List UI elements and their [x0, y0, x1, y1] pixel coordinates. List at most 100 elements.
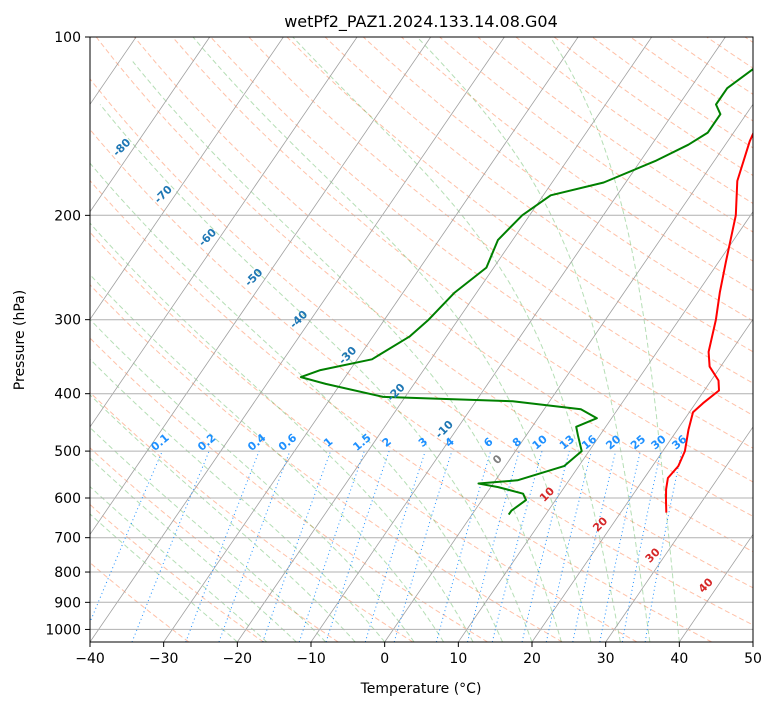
moist-adiabat-line: [416, 37, 651, 642]
isotherm-line: [752, 641, 753, 642]
isotherm-label: -50: [242, 266, 265, 289]
plot-area: [0, 37, 753, 642]
x-tick-label: −20: [223, 651, 253, 667]
axes: −40 −30 −20 −10 0 10 20 30 40 5010020030040050060…: [45, 30, 762, 667]
isotherm-label: 0: [490, 452, 505, 467]
moist-adiabat-line: [90, 273, 445, 642]
y-tick-label: 700: [54, 531, 81, 547]
dry-adiabat-line: [90, 562, 190, 642]
mixing-ratio-line: [491, 450, 543, 642]
mixing-ratio-label: 10: [530, 432, 550, 452]
isotherm-line: [90, 37, 211, 213]
dry-adiabat-line: [668, 37, 753, 95]
chart-title: wetPf2_PAZ1.2024.133.14.08.G04: [284, 12, 558, 32]
mixing-ratio-label: 0.6: [276, 431, 300, 454]
x-tick-label: −30: [149, 651, 179, 667]
mixing-ratio-label: 25: [628, 433, 648, 453]
mixing-ratio-line: [467, 450, 520, 642]
moist-adiabat-line: [90, 485, 268, 642]
x-tick-label: 0: [380, 651, 389, 667]
moist-adiabat-line: [292, 37, 621, 642]
mixing-ratio-label: 2: [380, 435, 394, 450]
line-labels: -100-90-80-70-60-50-40-30-20-10010203040…: [69, 88, 716, 596]
moist-adiabat-line: [90, 318, 415, 642]
isotherm-line: [678, 533, 753, 642]
mixing-ratio-line: [325, 450, 390, 642]
isotherm-line: [236, 37, 653, 642]
isotherm-line: [90, 37, 432, 536]
mixing-ratio-label: 8: [510, 435, 524, 450]
dry-adiabat-line: [90, 179, 712, 642]
mixing-ratio-line: [599, 450, 641, 642]
x-tick-label: 20: [523, 651, 541, 667]
mixing-ratio-line: [218, 450, 291, 642]
mixing-ratio-label: 1: [321, 435, 335, 450]
y-tick-label: 100: [54, 30, 81, 46]
isotherm-label: -60: [196, 226, 219, 249]
isotherm-line: [90, 37, 505, 642]
moist-adiabat-line: [90, 358, 386, 642]
mixing-ratio-line: [521, 450, 570, 642]
dry-adiabat-line: [439, 37, 753, 262]
dry-adiabat-line: [90, 231, 638, 642]
x-axis-title: Temperature (°C): [360, 681, 482, 697]
y-tick-label: 900: [54, 595, 81, 611]
mixing-ratio-label: 0.2: [195, 431, 218, 453]
y-tick-label: 500: [54, 444, 81, 460]
mixing-ratio-line: [545, 450, 592, 642]
isotherm-line: [605, 426, 753, 642]
y-axis-title: Pressure (hPa): [12, 290, 28, 390]
y-tick-label: 600: [54, 491, 81, 507]
dry-adiabat-line: [133, 37, 753, 517]
mixing-ratio-line: [262, 450, 332, 642]
mixing-ratio-line: [572, 450, 617, 642]
moist-adiabat-line: [99, 104, 533, 642]
dry-adiabat-line: [95, 37, 753, 553]
x-tick-label: −40: [75, 651, 105, 667]
moist-adiabat-line: [90, 457, 297, 642]
dry-adiabat-line: [477, 37, 753, 233]
dry-adiabat-line: [744, 37, 753, 43]
dry-adiabat-line: [591, 37, 753, 149]
mixing-ratio-label: 3: [416, 435, 430, 450]
plot-frame: [89, 36, 754, 643]
x-tick-label: −10: [296, 651, 326, 667]
isotherm-label: -90: [69, 88, 92, 111]
dry-adiabat-line: [90, 391, 414, 642]
moist-adiabat-line: [90, 394, 356, 642]
dry-adiabat-line: [90, 78, 753, 589]
isotherm-line: [457, 211, 753, 642]
isotherm-line: [90, 37, 358, 428]
x-tick-label: 10: [449, 651, 467, 667]
mixing-ratio-line: [90, 450, 163, 624]
mixing-ratio-line: [621, 450, 662, 642]
mixing-ratio-line: [364, 450, 426, 642]
moist-adiabat-line: [90, 426, 327, 642]
x-tick-label: 30: [597, 651, 615, 667]
mixing-ratio-line: [393, 450, 453, 642]
mixing-ratio-label: 1.5: [350, 431, 373, 453]
temperature-profile-line: [665, 131, 753, 513]
y-tick-label: 800: [54, 565, 81, 581]
mixing-ratio-label: 30: [649, 432, 669, 452]
isotherm-line: [163, 37, 579, 642]
isotherm-line: [0, 37, 62, 642]
mixing-ratio-label: 0.1: [148, 431, 171, 453]
mixing-ratio-line: [298, 450, 365, 642]
moist-adiabat-line: [192, 37, 592, 642]
isotherm-line: [310, 37, 726, 642]
dry-adiabat-line: [248, 37, 753, 416]
moist-adiabat-line: [90, 222, 474, 642]
mixing-ratio-label: 6: [481, 435, 495, 450]
mixing-ratio-line: [131, 450, 210, 642]
isotherm-label: -80: [110, 136, 133, 159]
dry-adiabat-line: [362, 37, 753, 322]
moist-adiabat-line: [549, 37, 680, 642]
isotherm-line: [90, 37, 284, 321]
isotherm-line: [384, 103, 753, 642]
dry-adiabat-line: [286, 37, 753, 384]
x-tick-label: 40: [670, 651, 688, 667]
isotherm-line: [531, 318, 753, 642]
y-tick-label: 300: [54, 313, 81, 329]
